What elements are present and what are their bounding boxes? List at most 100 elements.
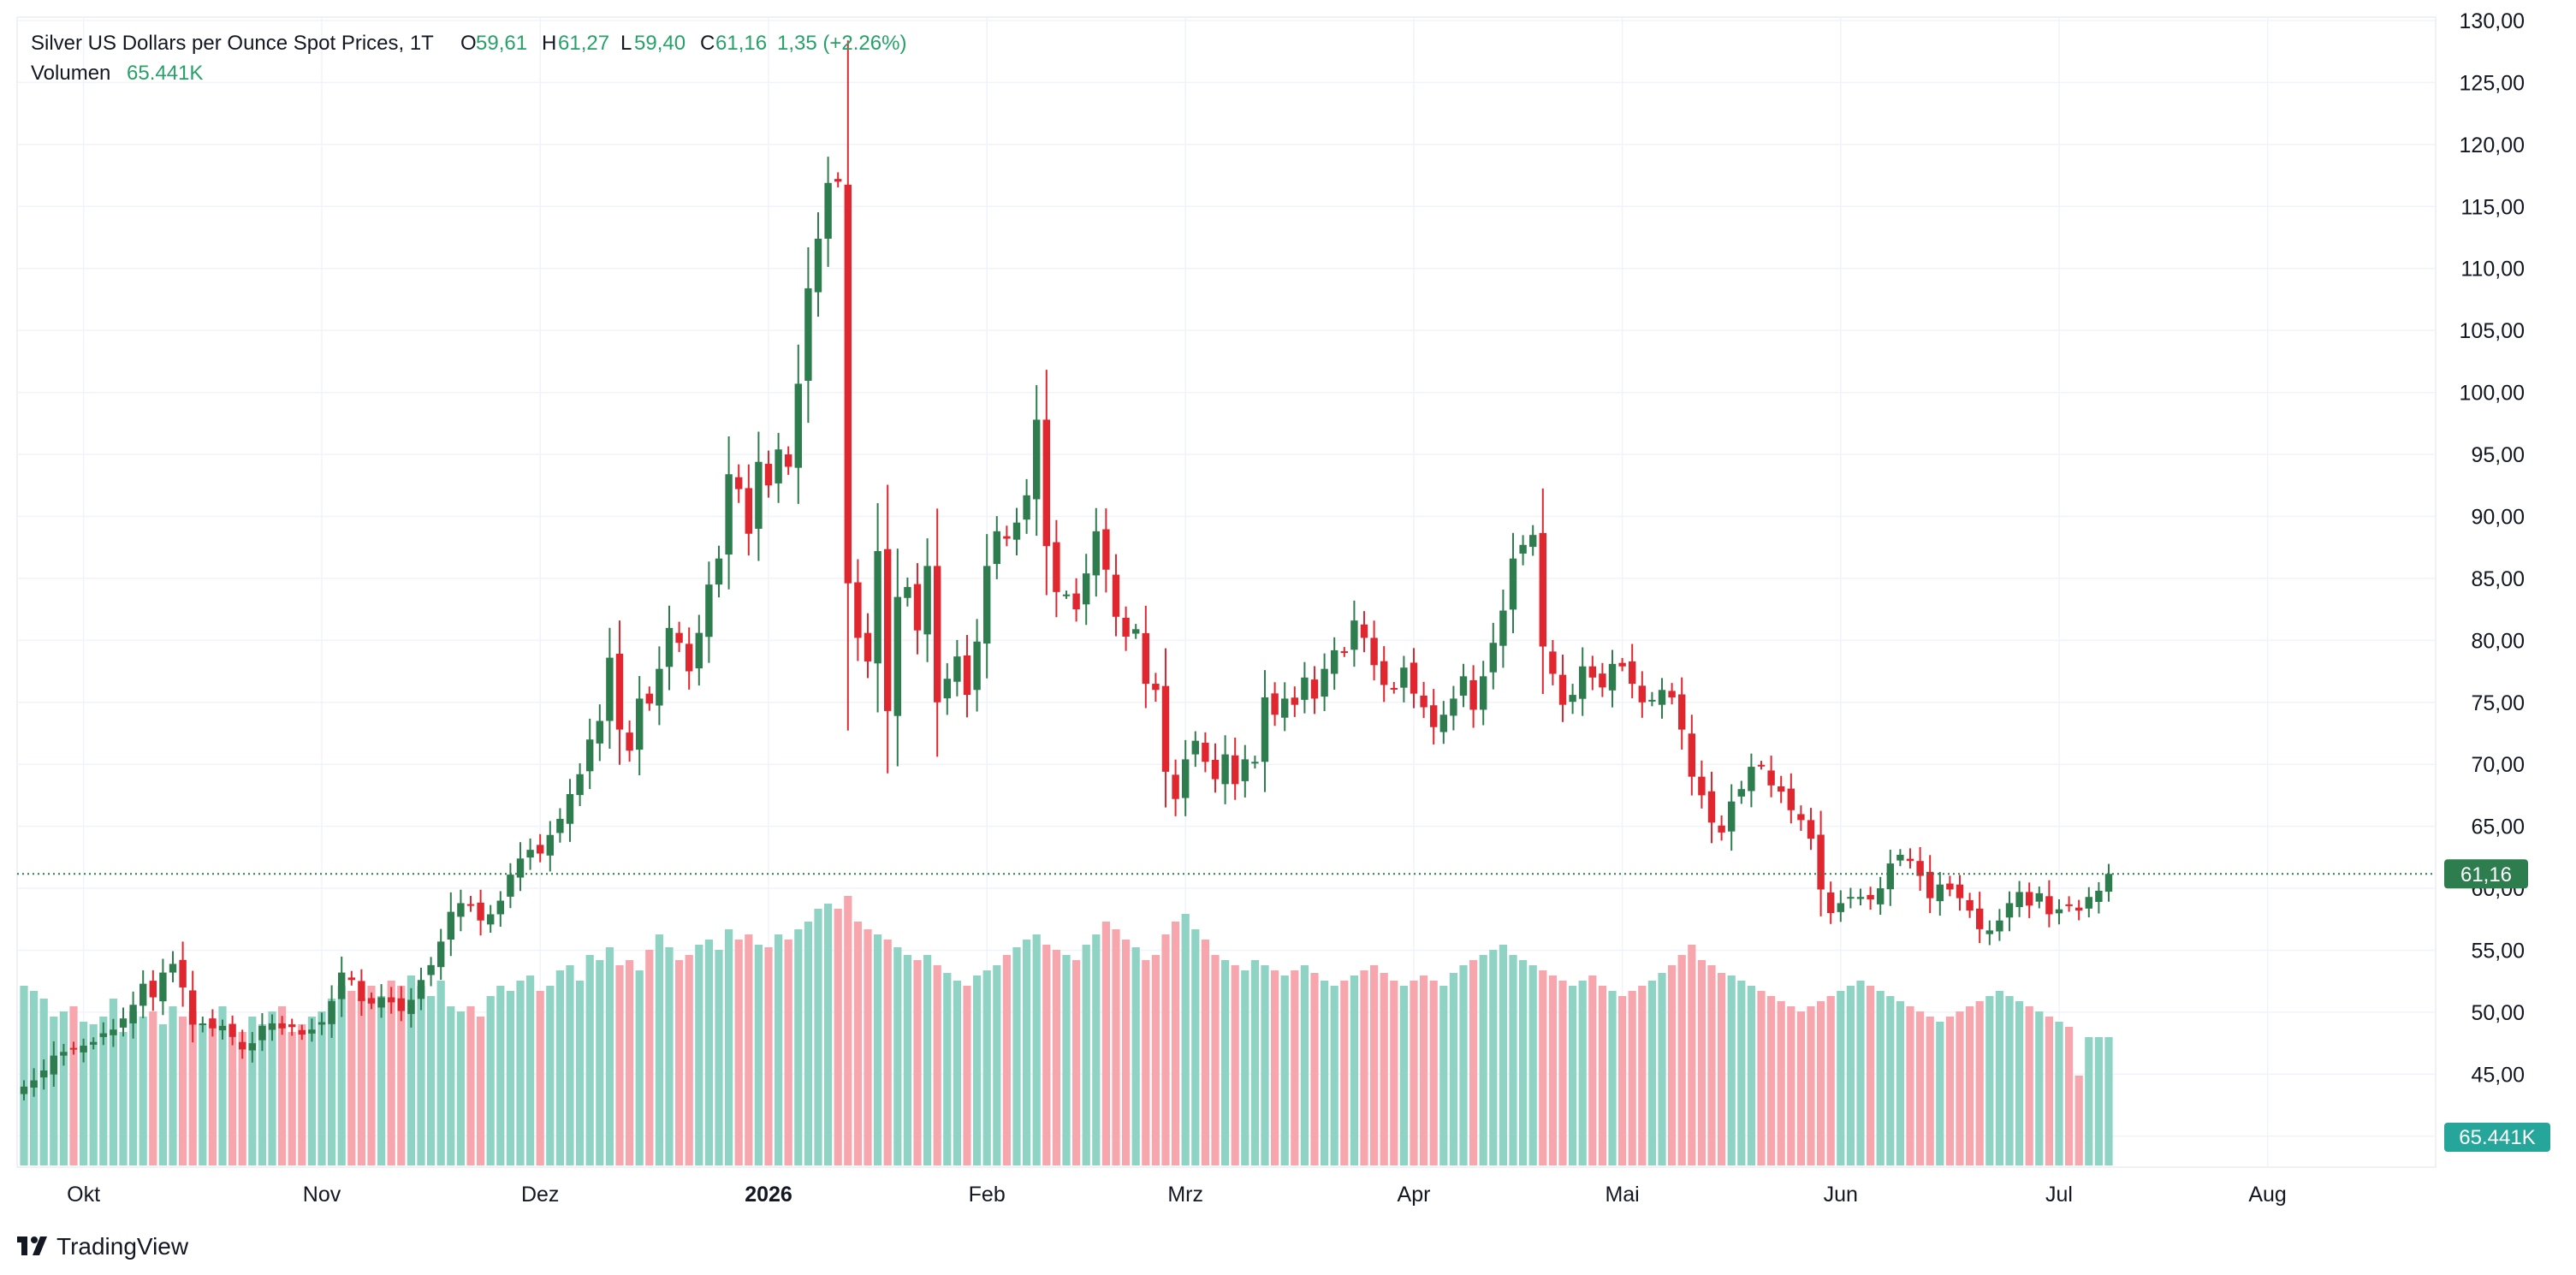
volume-bar bbox=[1499, 945, 1507, 1165]
candle-body bbox=[1211, 759, 1220, 780]
candle-body bbox=[566, 793, 574, 824]
candle-body bbox=[129, 1005, 137, 1023]
candle-body bbox=[695, 632, 703, 669]
candle-body bbox=[1202, 742, 1209, 762]
candle-body bbox=[1797, 814, 1805, 821]
plot-frame bbox=[16, 16, 2437, 1168]
volume-bar bbox=[288, 1032, 296, 1165]
volume-bar bbox=[784, 940, 792, 1165]
volume-bar bbox=[1519, 960, 1528, 1165]
candle-body bbox=[1579, 666, 1587, 699]
candle-body bbox=[1936, 884, 1944, 902]
volume-bar bbox=[1449, 973, 1457, 1165]
volume-bar bbox=[883, 940, 892, 1165]
candle-body bbox=[1092, 531, 1100, 576]
legend-close-label: C bbox=[700, 32, 715, 55]
candle-body bbox=[636, 698, 644, 750]
candle-body bbox=[1629, 661, 1636, 685]
candle-body bbox=[1321, 668, 1328, 697]
y-tick-label: 100,00 bbox=[2460, 382, 2525, 406]
candle-body bbox=[377, 997, 385, 1008]
x-tick-label: Jul bbox=[2045, 1183, 2073, 1207]
volume-bar bbox=[1956, 1011, 1964, 1165]
volume-bar bbox=[1966, 1006, 1974, 1165]
volume-bar bbox=[20, 986, 28, 1165]
candle-body bbox=[963, 655, 971, 696]
candle-body bbox=[1896, 854, 1904, 861]
candle-body bbox=[1122, 617, 1130, 637]
candle-body bbox=[874, 551, 881, 664]
volume-bar bbox=[1688, 945, 1696, 1165]
candle-body bbox=[725, 474, 733, 555]
candle-body bbox=[1787, 788, 1795, 810]
volume-bar bbox=[1975, 1001, 1984, 1165]
volume-bar bbox=[1271, 970, 1279, 1165]
volume-bar bbox=[1300, 965, 1309, 1165]
volume-bar bbox=[1032, 934, 1041, 1165]
volume-bar bbox=[2074, 1076, 2083, 1165]
candle-body bbox=[1778, 786, 1785, 792]
volume-bar bbox=[2065, 1027, 2074, 1165]
volume-bar bbox=[119, 1032, 128, 1165]
candle-body bbox=[1499, 610, 1507, 646]
tradingview-logo[interactable]: TradingView bbox=[17, 1233, 189, 1260]
volume-bar bbox=[1131, 947, 1140, 1165]
candle-body bbox=[1658, 690, 1666, 705]
volume-bar bbox=[1807, 1006, 1815, 1165]
volume-bar bbox=[1647, 981, 1656, 1165]
candle-body bbox=[1678, 694, 1686, 730]
candle-body bbox=[1648, 699, 1656, 702]
candle-body bbox=[248, 1043, 256, 1051]
candle-body bbox=[1172, 774, 1179, 799]
candle-body bbox=[1599, 673, 1606, 688]
candle-body bbox=[1102, 529, 1110, 570]
volume-bar bbox=[80, 1022, 88, 1165]
candle-body bbox=[1331, 649, 1338, 674]
volume-bar bbox=[546, 986, 555, 1165]
volume-bar bbox=[278, 1006, 287, 1165]
volume-bar bbox=[993, 965, 1001, 1165]
candle-body bbox=[466, 904, 475, 906]
volume-bar bbox=[893, 947, 902, 1165]
candle-body bbox=[735, 477, 743, 489]
candle-body bbox=[645, 693, 653, 704]
volume-bar bbox=[99, 1017, 108, 1165]
volume-bar bbox=[2085, 1037, 2093, 1165]
candle-body bbox=[864, 632, 872, 661]
volume-badge-box bbox=[2444, 1123, 2550, 1152]
volume-bar bbox=[387, 981, 395, 1165]
candle-body bbox=[50, 1055, 57, 1075]
candle-body bbox=[1767, 770, 1775, 786]
volume-bar bbox=[1796, 1011, 1805, 1165]
price-badge-value: 61,16 bbox=[2460, 863, 2512, 887]
volume-bar bbox=[477, 1017, 485, 1165]
time-axis[interactable]: Okt Nov Dez 2026 Feb Mrz Apr Mai Jun Jul Aug bbox=[67, 1183, 2287, 1207]
volume-bar bbox=[447, 1006, 455, 1165]
volume-bar bbox=[933, 965, 941, 1165]
volume-bar bbox=[229, 1037, 237, 1165]
candle-body bbox=[1985, 930, 1993, 934]
volume-bar bbox=[258, 1024, 266, 1165]
volume-bar bbox=[1310, 973, 1319, 1165]
legend-change: 1,35 (+2.26%) bbox=[777, 32, 906, 55]
volume-bar bbox=[1390, 981, 1398, 1165]
candle-body bbox=[1996, 920, 2003, 932]
candle-body bbox=[1480, 676, 1487, 710]
volume-bar bbox=[139, 1017, 147, 1165]
volume-bar bbox=[129, 1011, 138, 1165]
candle-body bbox=[943, 679, 951, 699]
volume-bar bbox=[1886, 996, 1895, 1165]
candle-body bbox=[1837, 903, 1844, 912]
candle-body bbox=[1182, 759, 1190, 798]
candle-body bbox=[268, 1023, 276, 1030]
candle-body bbox=[546, 834, 554, 856]
volume-bar bbox=[615, 965, 624, 1165]
price-axis[interactable]: 130,00 125,00 120,00 115,00 110,00 105,00 100,… bbox=[2460, 9, 2525, 1149]
legend: Silver US Dollars per Ounce Spot Prices,… bbox=[31, 32, 906, 85]
volume-bar bbox=[1291, 970, 1299, 1165]
legend-volume-value: 65.441K bbox=[127, 62, 203, 85]
candle-body bbox=[1916, 861, 1924, 876]
volume-bar bbox=[1101, 922, 1110, 1165]
volume-bar bbox=[566, 965, 574, 1165]
